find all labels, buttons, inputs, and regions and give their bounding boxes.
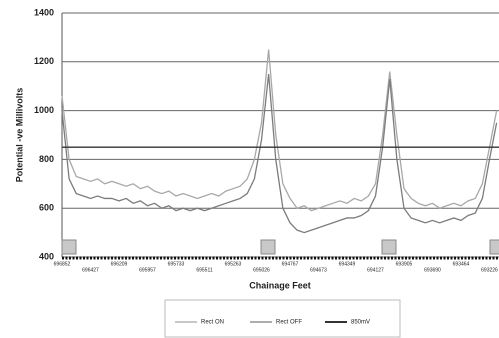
x-tick-label: 694767	[282, 261, 299, 267]
x-tick-label: 695957	[139, 267, 156, 273]
x-tick-label: 695026	[253, 267, 270, 273]
legend-label: 850mV	[351, 320, 370, 326]
legend-box	[164, 299, 401, 338]
data-line	[61, 49, 498, 212]
y-tick-label: 400	[39, 251, 54, 261]
x-tick-label: 693226	[481, 267, 498, 273]
x-tick-label: 693690	[424, 267, 441, 273]
y-axis-label: Potential -ve Millivolts	[14, 88, 24, 183]
legend-label: Rect ON	[201, 320, 224, 326]
y-tick-label: 800	[39, 154, 54, 164]
x-tick-label: 694349	[339, 261, 356, 267]
x-axis-label: Chainage Feet	[249, 280, 311, 290]
x-tick-label: 694673	[310, 267, 327, 273]
rectifier-marker	[381, 239, 397, 255]
legend-label: Rect OFF	[276, 320, 302, 326]
x-tick-label: 696427	[82, 267, 99, 273]
x-tick-label: 696209	[111, 261, 128, 267]
x-tick-label: 696852	[54, 261, 71, 267]
rectifier-marker	[489, 239, 499, 255]
x-tick-label: 695733	[168, 261, 185, 267]
y-tick-label: 1200	[34, 56, 54, 66]
rectifier-marker	[61, 239, 77, 255]
x-tick-label: 695263	[225, 261, 242, 267]
x-tick-label: 694127	[367, 267, 384, 273]
y-tick-label: 600	[39, 203, 54, 213]
x-tick-label: 695511	[196, 267, 213, 273]
x-tick-label: 693905	[396, 261, 413, 267]
rectifier-marker	[260, 239, 276, 255]
y-tick-label: 1400	[34, 7, 54, 17]
x-tick-label: 693464	[453, 261, 470, 267]
y-tick-label: 1000	[34, 105, 54, 115]
data-line	[61, 73, 498, 234]
